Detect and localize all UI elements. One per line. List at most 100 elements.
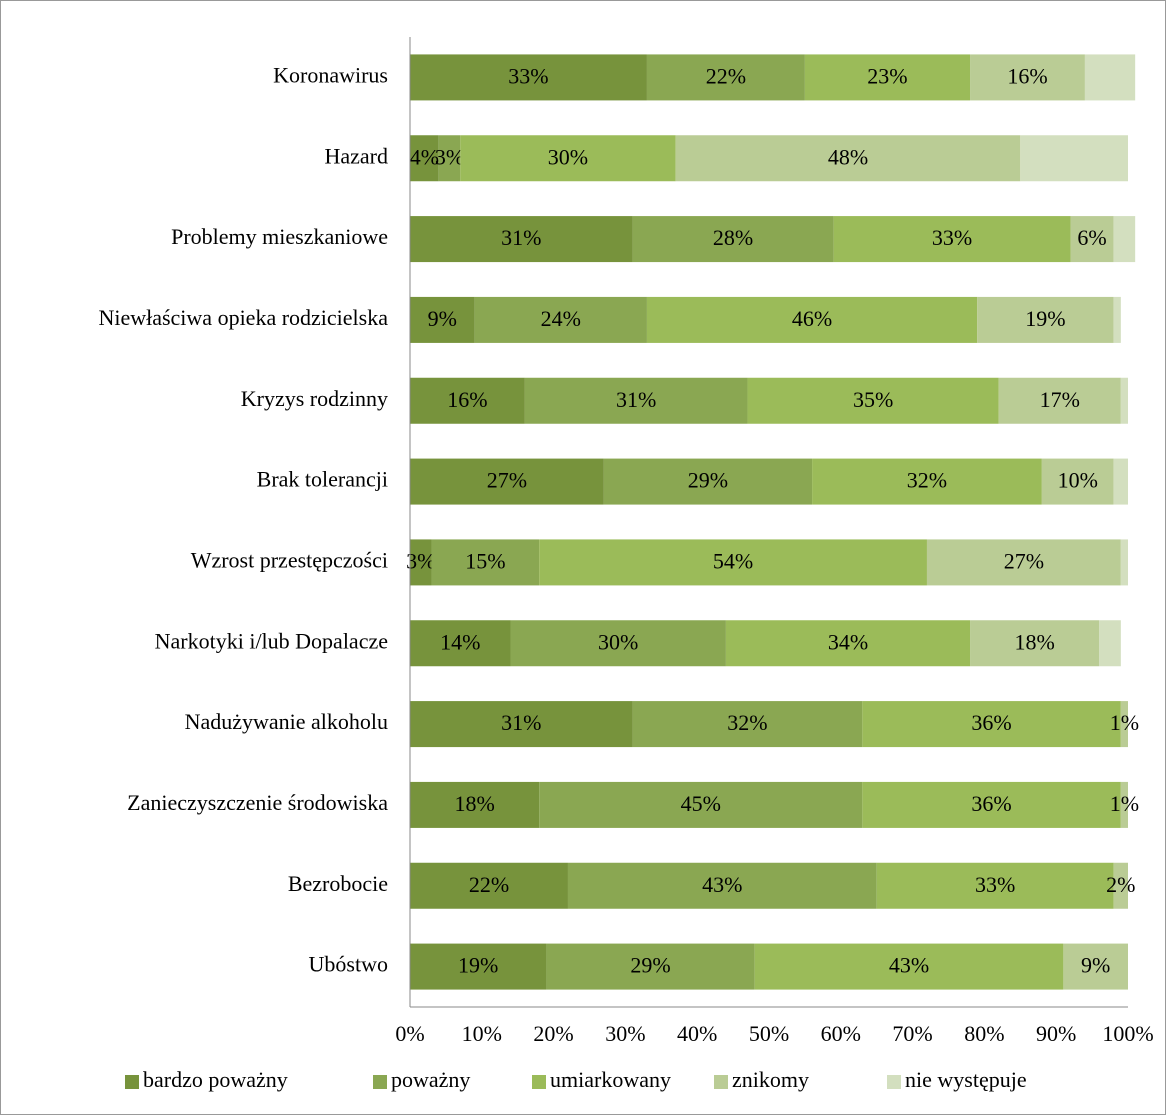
data-label: 16% bbox=[1007, 63, 1047, 88]
x-tick-label: 90% bbox=[1036, 1021, 1076, 1046]
data-label: 46% bbox=[792, 306, 832, 331]
data-label: 32% bbox=[727, 710, 767, 735]
bar-segment bbox=[970, 620, 1100, 667]
bar-segment bbox=[1113, 296, 1121, 343]
y-tick-label: Nadużywanie alkoholu bbox=[185, 709, 388, 734]
y-tick-label: Wzrost przestępczości bbox=[191, 547, 388, 572]
bar-segment bbox=[804, 54, 971, 101]
x-tick-label: 70% bbox=[892, 1021, 932, 1046]
bar-segment bbox=[1120, 539, 1128, 586]
data-label: 9% bbox=[428, 306, 457, 331]
bar-segment bbox=[812, 458, 1042, 505]
bar-segment bbox=[926, 539, 1121, 586]
y-tick-label: Narkotyki i/lub Dopalacze bbox=[155, 628, 388, 653]
bar-segment bbox=[410, 296, 475, 343]
legend-label: umiarkowany bbox=[550, 1067, 671, 1092]
data-label: 36% bbox=[971, 791, 1011, 816]
bar-segment bbox=[1041, 458, 1114, 505]
bar-segment bbox=[431, 539, 540, 586]
x-tick-label: 80% bbox=[964, 1021, 1004, 1046]
data-label: 3% bbox=[435, 144, 464, 169]
bar-segment bbox=[546, 943, 755, 990]
data-label: 23% bbox=[867, 63, 907, 88]
bar-segment bbox=[1084, 54, 1136, 101]
bar-segment bbox=[646, 296, 978, 343]
data-label: 35% bbox=[853, 387, 893, 412]
bar-segment bbox=[632, 701, 863, 748]
legend-swatch bbox=[373, 1075, 387, 1089]
y-tick-label: Kryzys rodzinny bbox=[241, 386, 388, 411]
bar-segment bbox=[1120, 781, 1128, 828]
data-label: 15% bbox=[465, 548, 505, 573]
data-label: 28% bbox=[713, 225, 753, 250]
bar-segment bbox=[876, 862, 1114, 909]
bar-segment bbox=[1113, 458, 1128, 505]
data-label: 45% bbox=[681, 791, 721, 816]
bar-segment bbox=[862, 781, 1121, 828]
bar-segment bbox=[998, 377, 1121, 424]
y-tick-label: Ubóstwo bbox=[309, 952, 388, 977]
data-label: 9% bbox=[1081, 953, 1110, 978]
data-label: 30% bbox=[548, 144, 588, 169]
data-label: 2% bbox=[1106, 872, 1135, 897]
data-label: 1% bbox=[1110, 710, 1139, 735]
bar-segment bbox=[410, 539, 432, 586]
data-label: 19% bbox=[458, 953, 498, 978]
data-label: 33% bbox=[508, 63, 548, 88]
bar-segment bbox=[603, 458, 813, 505]
y-tick-label: Bezrobocie bbox=[288, 871, 388, 896]
data-label: 43% bbox=[889, 953, 929, 978]
bar-segment bbox=[1070, 216, 1114, 263]
y-tick-label: Brak tolerancji bbox=[257, 467, 388, 492]
bar-segment bbox=[632, 216, 834, 263]
data-label: 33% bbox=[975, 872, 1015, 897]
x-tick-label: 100% bbox=[1102, 1021, 1153, 1046]
bar-segment bbox=[833, 216, 1071, 263]
bar-segment bbox=[754, 943, 1064, 990]
data-label: 6% bbox=[1077, 225, 1106, 250]
x-tick-label: 20% bbox=[533, 1021, 573, 1046]
legend-swatch bbox=[714, 1075, 728, 1089]
data-label: 31% bbox=[616, 387, 656, 412]
bar-segment bbox=[862, 701, 1121, 748]
legend-swatch bbox=[887, 1075, 901, 1089]
bar-segment bbox=[1120, 701, 1128, 748]
bar-segment bbox=[410, 701, 633, 748]
data-label: 3% bbox=[406, 548, 435, 573]
bar-segment bbox=[539, 781, 863, 828]
y-tick-label: Koronawirus bbox=[273, 62, 388, 87]
bar-segment bbox=[567, 862, 877, 909]
x-tick-label: 0% bbox=[395, 1021, 424, 1046]
data-label: 4% bbox=[410, 144, 439, 169]
bar-segment bbox=[1113, 216, 1136, 263]
bar-segment bbox=[410, 377, 525, 424]
bar-segment bbox=[1113, 862, 1128, 909]
bar-segment bbox=[539, 539, 927, 586]
x-tick-label: 50% bbox=[749, 1021, 789, 1046]
bar-segment bbox=[675, 135, 1021, 182]
bar-segment bbox=[524, 377, 748, 424]
data-label: 43% bbox=[702, 872, 742, 897]
bar-segment bbox=[725, 620, 971, 667]
bar-segment bbox=[410, 620, 511, 667]
data-label: 33% bbox=[932, 225, 972, 250]
legend-label: znikomy bbox=[732, 1067, 809, 1092]
bar-segment bbox=[970, 54, 1085, 101]
data-label: 48% bbox=[828, 144, 868, 169]
y-tick-label: Zanieczyszczenie środowiska bbox=[127, 790, 388, 815]
legend-swatch bbox=[532, 1075, 546, 1089]
y-tick-label: Problemy mieszkaniowe bbox=[171, 224, 388, 249]
data-label: 27% bbox=[487, 468, 527, 493]
data-label: 34% bbox=[828, 629, 868, 654]
data-label: 31% bbox=[501, 710, 541, 735]
x-tick-label: 30% bbox=[605, 1021, 645, 1046]
bar-segment bbox=[747, 377, 999, 424]
data-label: 54% bbox=[713, 548, 753, 573]
legend-label: poważny bbox=[391, 1067, 470, 1092]
x-tick-label: 10% bbox=[462, 1021, 502, 1046]
bar-segment bbox=[410, 54, 647, 101]
bar-segment bbox=[438, 135, 461, 182]
data-label: 27% bbox=[1004, 548, 1044, 573]
bar-segment bbox=[410, 781, 540, 828]
